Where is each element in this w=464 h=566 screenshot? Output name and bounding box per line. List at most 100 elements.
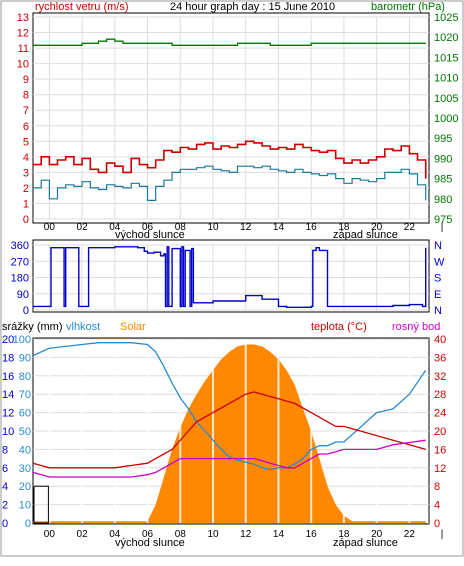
y-tick-label: 180 [11,273,29,285]
y-tick-label: E [434,289,441,301]
direction-panel-left-axis: 0 90 180 270 360 [11,240,29,317]
y-tick-label: 0 [434,518,440,530]
x-tick-label: | [441,222,444,233]
rain-label: srážky (mm) [2,321,63,333]
x-tick-label: 14 [273,529,285,540]
x-tick-label: 04 [109,529,121,540]
rain-tick-label: 6 [2,463,8,475]
rain-tick-label: 10 [2,426,14,438]
y-tick-label: 90 [17,289,29,301]
y-tick-label: 28 [434,389,446,401]
y-tick-label: 20 [434,426,446,438]
y-tick-label: 1025 [434,12,458,24]
dew-point-label: rosný bod [392,321,440,333]
x-tick-label: 18 [338,222,350,233]
rain-tick-label: 20 [2,334,14,346]
y-tick-label: 980 [434,194,452,206]
rain-tick-label: 16 [2,371,14,383]
y-tick-label: 1 [23,198,29,210]
humidity-tick-label: 40 [19,444,31,456]
y-tick-label: W [434,256,445,268]
barometer-series-line [33,38,426,46]
sunset-label: západ slunce [333,229,398,241]
x-tick-label: 06 [142,222,154,233]
humidity-series-line [32,342,427,471]
direction-panel-frame [32,239,430,313]
humidity-tick-label: 70 [19,389,31,401]
x-tick-label: 14 [273,222,285,233]
y-tick-label: 12 [434,463,446,475]
y-tick-label: 990 [434,153,452,165]
wind-speed-label: rychlost vetru (m/s) [35,1,129,13]
x-tick-label: 20 [371,529,383,540]
y-tick-label: 16 [434,444,446,456]
y-tick-label: 270 [11,256,29,268]
temperature-series-line [32,391,426,469]
humidity-tick-label: 20 [19,481,31,493]
sunrise-label-bottom: východ slunce [115,537,185,549]
y-tick-label: 4 [434,500,440,512]
chart-title: 24 hour graph day : 15 June 2010 [170,1,335,13]
y-tick-label: 40 [434,334,446,346]
wind-panel-time-axis: 00 02 04 06 08 10 12 14 16 18 20 22 | [44,222,444,233]
y-tick-label: 7 [23,105,29,117]
x-tick-label: 08 [175,222,187,233]
y-tick-label: 13 [17,12,29,24]
y-tick-label: 975 [434,214,452,226]
humidity-tick-label: 60 [19,408,31,420]
x-tick-label: 02 [77,222,89,233]
y-tick-label: S [434,273,441,285]
rain-tick-label: 12 [2,408,14,420]
x-tick-label: 12 [240,222,252,233]
barometer-label: barometr (hPa) [371,1,445,13]
thermo-panel-time-axis: 00 02 04 06 08 10 12 14 16 18 20 22 | [44,529,444,540]
y-tick-label: 12 [17,28,29,40]
humidity-tick-label: 100 [13,334,31,346]
y-tick-label: 36 [434,352,446,364]
x-tick-label: 00 [44,529,56,540]
x-tick-label: | [441,529,444,540]
gust-series-line [33,165,427,201]
y-tick-label: 3 [23,167,29,179]
x-tick-label: 12 [240,529,252,540]
x-tick-label: 16 [306,222,318,233]
rain-bar [33,485,49,524]
y-tick-label: 1020 [434,32,458,44]
y-tick-label: 985 [434,174,452,186]
y-tick-label: N [434,305,442,317]
wind-panel-grid [33,16,429,220]
y-tick-label: 24 [434,408,446,420]
y-tick-label: 4 [23,152,29,164]
x-tick-label: 20 [371,222,383,233]
wind-panel-series [33,38,427,201]
x-tick-label: 08 [175,529,187,540]
wind-panel-frame [32,12,430,224]
y-tick-label: 6 [23,121,29,133]
humidity-label: vlhkost [66,321,100,333]
wind-speed-series-line [33,140,427,179]
y-tick-label: 11 [18,43,29,55]
x-tick-label: 00 [44,222,56,233]
y-tick-label: 1000 [434,113,458,125]
rain-tick-label: 8 [2,444,8,456]
x-tick-label: 10 [207,529,219,540]
x-tick-label: 22 [404,222,416,233]
y-tick-label: 0 [23,214,29,226]
y-tick-label: 360 [11,240,29,252]
y-tick-label: N [434,240,442,252]
x-tick-label: 18 [338,529,350,540]
y-tick-label: 9 [23,74,29,86]
x-tick-label: 06 [142,529,154,540]
y-tick-label: 1015 [434,52,458,64]
y-tick-label: 995 [434,133,452,145]
thermo-panel-series [32,339,427,524]
direction-panel-series [33,246,427,308]
direction-panel-grid [33,244,429,311]
wind-direction-series-line [33,246,427,308]
sunset-label-bottom: západ slunce [333,537,398,549]
temperature-label: teplota (°C) [311,321,367,333]
